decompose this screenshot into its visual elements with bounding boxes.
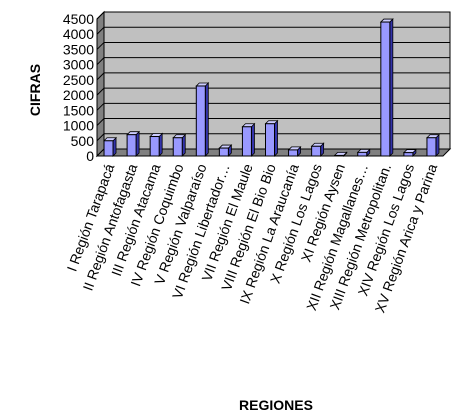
bars	[103, 18, 440, 157]
y-tick-label: 3500	[63, 41, 94, 57]
y-tick-label: 1500	[63, 102, 94, 118]
bar	[195, 82, 210, 157]
bar	[126, 130, 141, 157]
bar	[218, 144, 233, 157]
x-axis-title: REGIONES	[239, 397, 313, 413]
bar	[379, 18, 394, 157]
gridline	[96, 102, 450, 111]
bar	[103, 136, 117, 157]
gridline	[96, 72, 450, 81]
y-tick-label: 2000	[63, 87, 94, 103]
bar	[172, 133, 187, 157]
gridline	[96, 118, 450, 126]
bar	[149, 132, 164, 157]
y-tick-label: 500	[71, 133, 95, 149]
bar	[426, 133, 440, 157]
bar	[287, 145, 302, 157]
gridline	[96, 11, 450, 20]
y-tick-label: 4000	[63, 26, 94, 42]
bar	[356, 148, 371, 157]
gridline	[96, 41, 450, 50]
y-tick-label: 1000	[63, 118, 94, 134]
y-tick-label: 4500	[63, 11, 94, 27]
bar	[402, 148, 417, 157]
y-tick-label: 2500	[63, 72, 94, 88]
y-axis-title: CIFRAS	[27, 64, 43, 116]
bar	[264, 119, 279, 157]
y-tick-label: 3000	[63, 57, 94, 73]
y-tick-label: 0	[86, 148, 94, 164]
gridline	[96, 133, 450, 142]
bar	[310, 142, 325, 157]
gridline	[96, 57, 450, 66]
bar	[241, 122, 256, 157]
gridline	[96, 26, 450, 35]
bar	[333, 151, 348, 157]
gridline	[96, 87, 450, 96]
